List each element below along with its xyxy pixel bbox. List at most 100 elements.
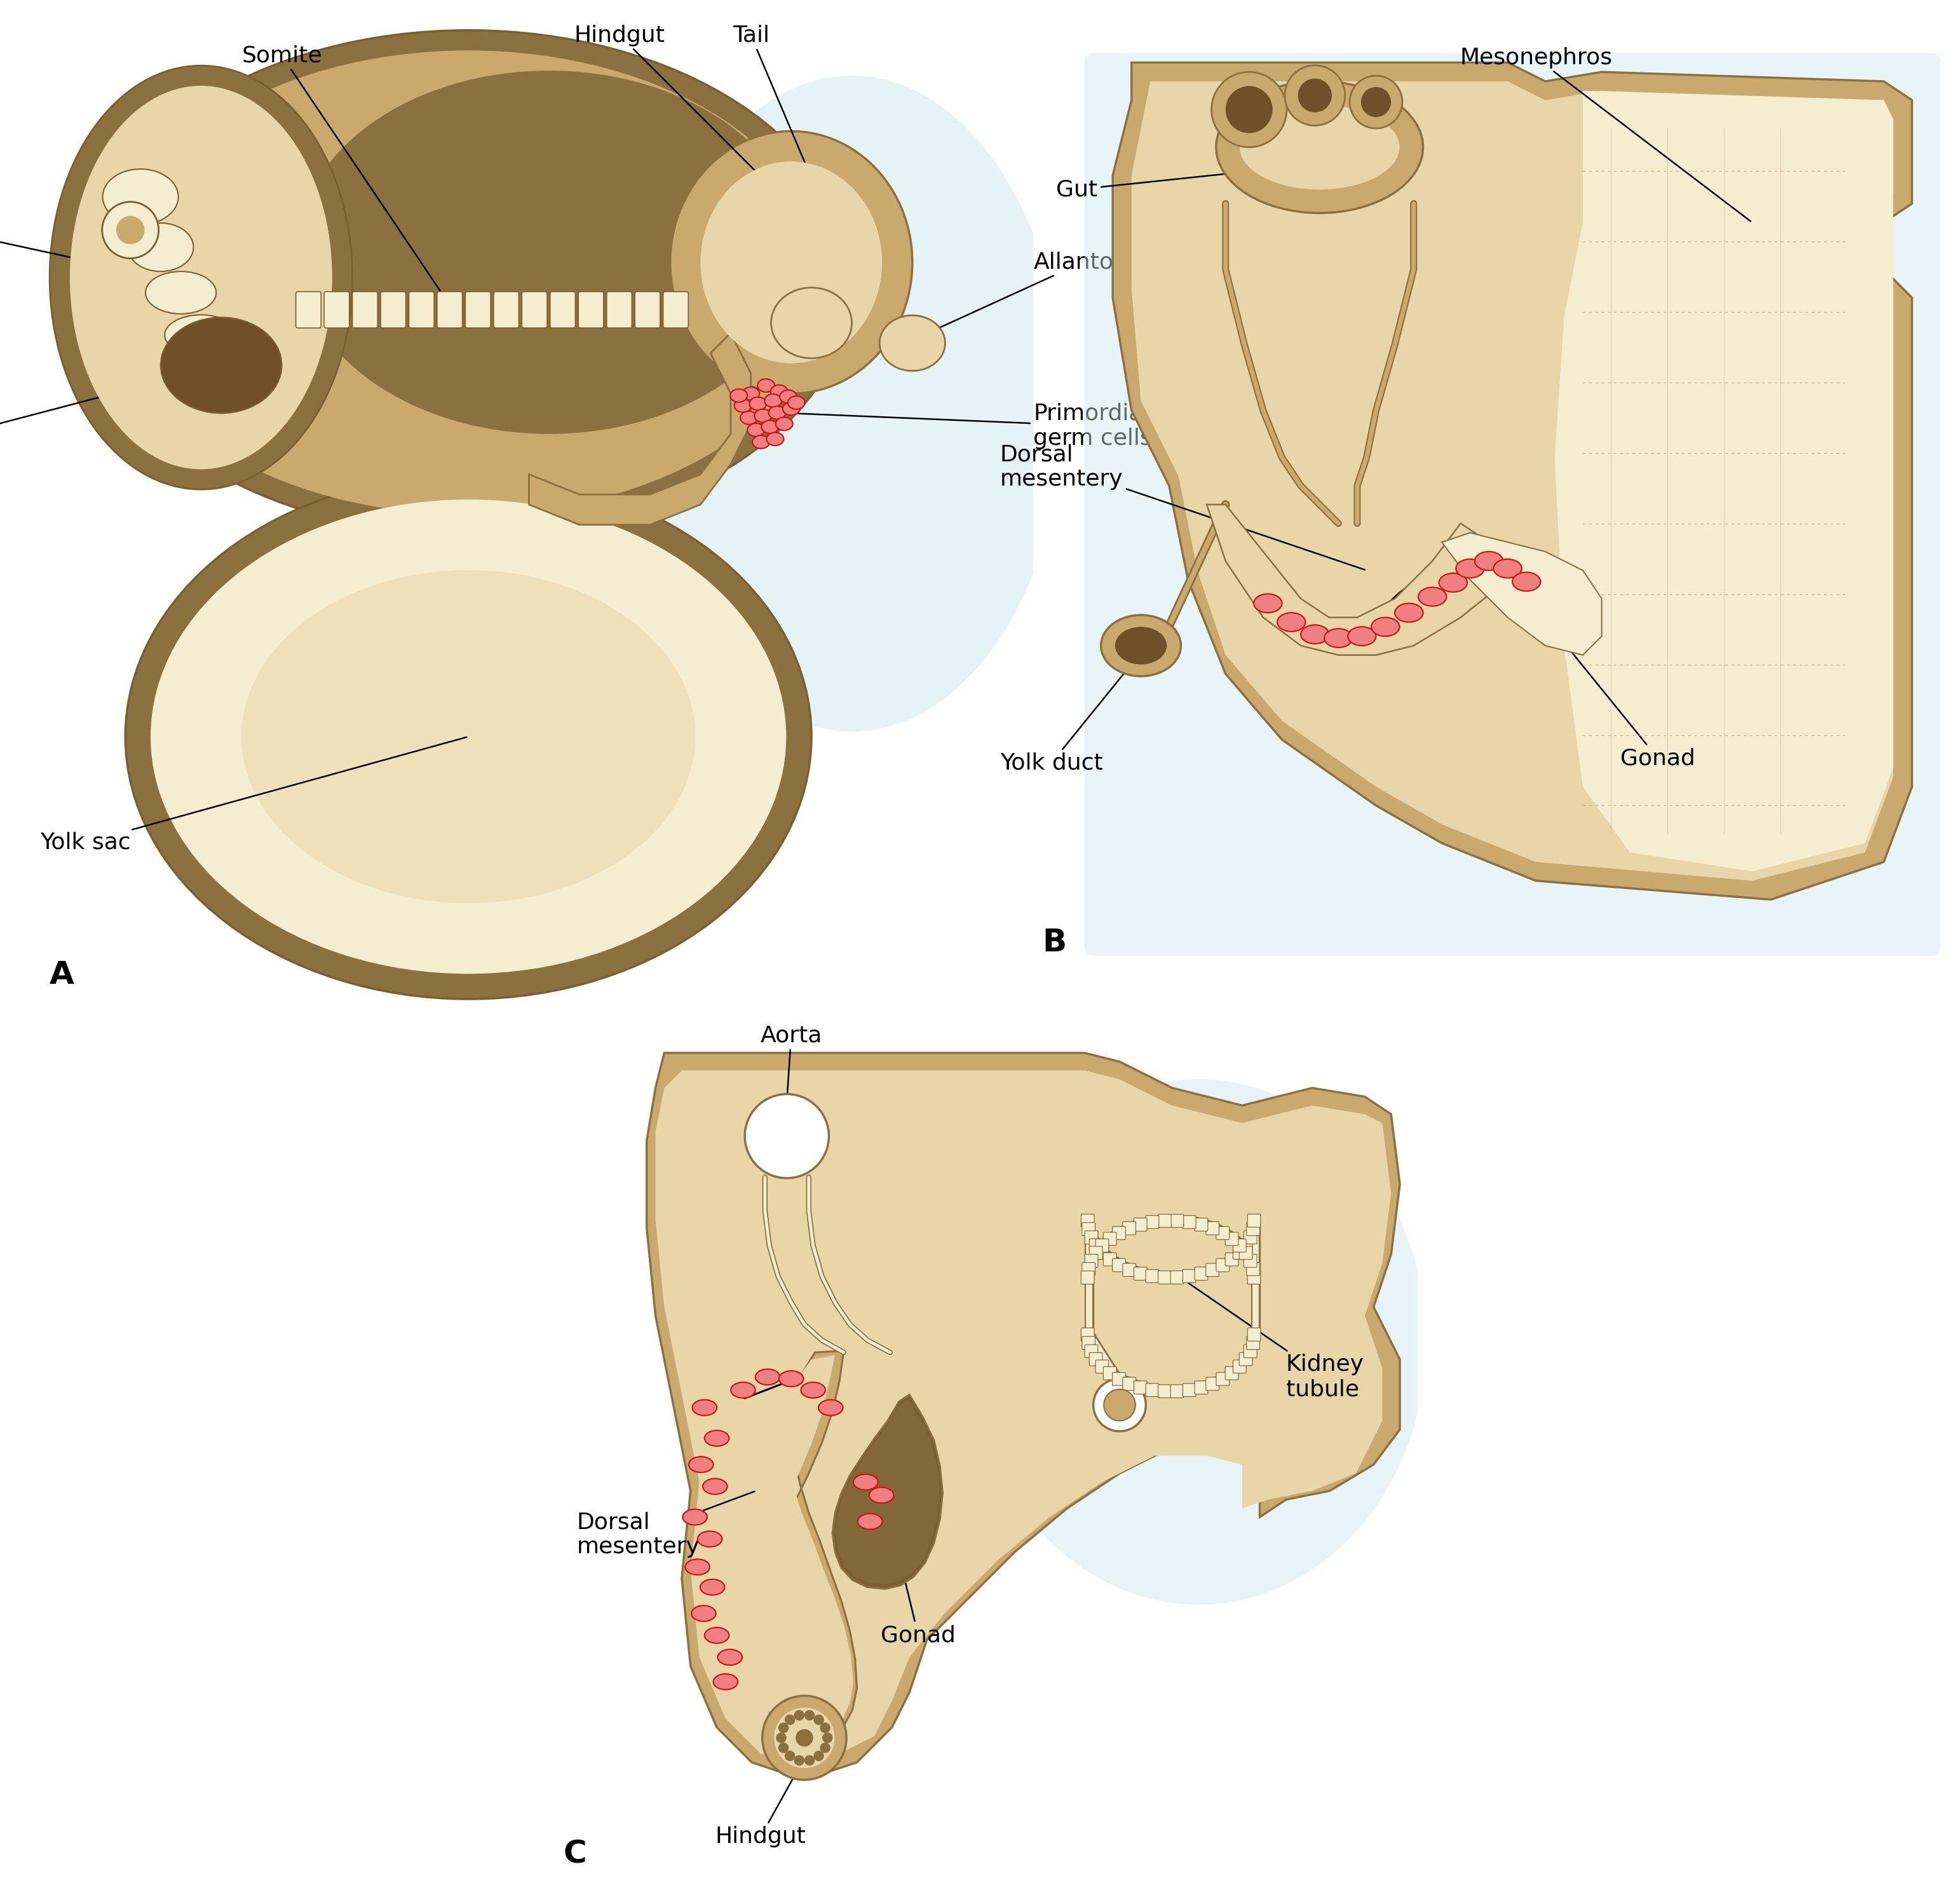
Circle shape — [1350, 76, 1403, 128]
Ellipse shape — [713, 1674, 739, 1689]
Text: B: B — [1042, 927, 1066, 958]
Ellipse shape — [641, 76, 1064, 731]
FancyBboxPatch shape — [1095, 1245, 1109, 1259]
Circle shape — [795, 1729, 813, 1746]
Ellipse shape — [972, 1080, 1426, 1605]
Ellipse shape — [1456, 560, 1485, 579]
Text: Heart: Heart — [0, 366, 219, 447]
Ellipse shape — [731, 1382, 756, 1398]
Polygon shape — [752, 1356, 854, 1736]
Ellipse shape — [768, 406, 786, 419]
FancyBboxPatch shape — [1123, 1222, 1136, 1236]
FancyBboxPatch shape — [1081, 1272, 1095, 1283]
FancyBboxPatch shape — [1195, 1266, 1209, 1279]
FancyBboxPatch shape — [635, 291, 660, 327]
FancyBboxPatch shape — [578, 291, 603, 327]
Ellipse shape — [161, 318, 282, 413]
Circle shape — [776, 1733, 786, 1742]
Circle shape — [805, 1755, 815, 1765]
FancyBboxPatch shape — [1146, 1215, 1160, 1228]
Circle shape — [1103, 1390, 1136, 1420]
Ellipse shape — [1440, 573, 1467, 592]
Text: Hindgut: Hindgut — [574, 25, 764, 181]
Ellipse shape — [770, 385, 788, 398]
FancyBboxPatch shape — [1170, 1384, 1183, 1398]
Ellipse shape — [758, 379, 774, 392]
Ellipse shape — [858, 1514, 882, 1529]
Circle shape — [1211, 72, 1287, 147]
Ellipse shape — [752, 436, 770, 449]
FancyBboxPatch shape — [1207, 1264, 1218, 1276]
Ellipse shape — [1217, 82, 1422, 213]
Ellipse shape — [764, 394, 782, 407]
Circle shape — [786, 1750, 795, 1761]
FancyBboxPatch shape — [1232, 1240, 1246, 1253]
Ellipse shape — [692, 1399, 717, 1415]
FancyBboxPatch shape — [664, 291, 688, 327]
Text: Somite: Somite — [241, 44, 447, 301]
FancyBboxPatch shape — [1183, 1384, 1195, 1396]
Circle shape — [1093, 1378, 1146, 1432]
FancyBboxPatch shape — [1244, 1255, 1258, 1268]
Ellipse shape — [1254, 594, 1281, 613]
Ellipse shape — [731, 388, 748, 402]
Ellipse shape — [741, 411, 758, 425]
FancyBboxPatch shape — [1246, 1337, 1260, 1350]
Text: Yolk sac: Yolk sac — [39, 737, 466, 853]
Polygon shape — [646, 1053, 1401, 1780]
Ellipse shape — [692, 1605, 715, 1622]
Circle shape — [821, 1723, 831, 1733]
Text: Head: Head — [0, 221, 139, 272]
FancyBboxPatch shape — [1195, 1219, 1209, 1232]
Ellipse shape — [670, 131, 913, 394]
Ellipse shape — [1418, 586, 1446, 605]
Circle shape — [1299, 78, 1332, 112]
FancyBboxPatch shape — [1170, 1215, 1183, 1228]
FancyBboxPatch shape — [353, 291, 378, 327]
FancyBboxPatch shape — [1240, 1247, 1252, 1259]
Circle shape — [762, 1696, 846, 1780]
Polygon shape — [529, 333, 750, 526]
FancyBboxPatch shape — [1095, 1359, 1109, 1373]
Circle shape — [778, 1723, 789, 1733]
Circle shape — [786, 1714, 795, 1725]
FancyBboxPatch shape — [1103, 1232, 1117, 1245]
Circle shape — [1285, 65, 1346, 126]
FancyBboxPatch shape — [1246, 1222, 1260, 1236]
Text: Dorsal
mesentery: Dorsal mesentery — [999, 444, 1365, 569]
Circle shape — [793, 1710, 805, 1721]
Ellipse shape — [686, 1559, 709, 1575]
Ellipse shape — [145, 272, 215, 314]
FancyBboxPatch shape — [1224, 1232, 1238, 1245]
FancyBboxPatch shape — [1207, 1222, 1218, 1236]
FancyBboxPatch shape — [607, 291, 633, 327]
FancyBboxPatch shape — [1085, 1255, 1097, 1268]
FancyBboxPatch shape — [437, 291, 462, 327]
Ellipse shape — [165, 314, 237, 356]
Polygon shape — [1132, 82, 1892, 882]
Polygon shape — [1113, 63, 1912, 899]
Text: Yolk duct: Yolk duct — [999, 642, 1150, 775]
FancyBboxPatch shape — [1081, 1222, 1095, 1236]
Ellipse shape — [1240, 105, 1399, 190]
Ellipse shape — [780, 390, 797, 404]
FancyBboxPatch shape — [1089, 1247, 1103, 1259]
Ellipse shape — [241, 569, 695, 902]
FancyBboxPatch shape — [1103, 1367, 1117, 1380]
FancyBboxPatch shape — [1183, 1270, 1195, 1283]
Circle shape — [744, 1095, 829, 1179]
FancyBboxPatch shape — [1217, 1226, 1230, 1240]
FancyBboxPatch shape — [1103, 1253, 1117, 1266]
Text: Hindgut: Hindgut — [715, 1759, 805, 1847]
Ellipse shape — [735, 400, 752, 413]
Polygon shape — [1442, 533, 1602, 655]
Ellipse shape — [1277, 613, 1305, 632]
Ellipse shape — [780, 1371, 803, 1386]
Circle shape — [778, 1742, 789, 1754]
Ellipse shape — [717, 1649, 742, 1666]
Ellipse shape — [690, 1457, 713, 1472]
FancyBboxPatch shape — [1089, 1240, 1103, 1253]
Ellipse shape — [1324, 628, 1352, 647]
FancyBboxPatch shape — [409, 291, 435, 327]
Ellipse shape — [819, 1399, 842, 1415]
